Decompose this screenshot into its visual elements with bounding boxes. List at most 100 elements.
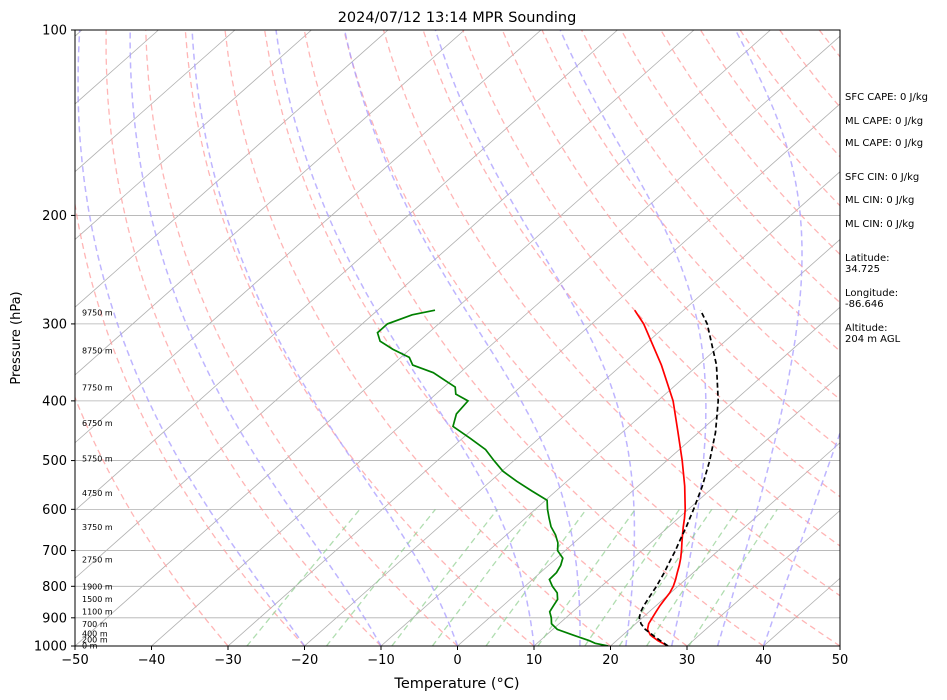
longitude-text: Longitude: -86.646 xyxy=(845,288,899,310)
x-axis-label: Temperature (°C) xyxy=(393,676,519,692)
x-tick-label: 20 xyxy=(602,653,619,668)
isotherm-line xyxy=(75,30,771,646)
x-tick-label: 10 xyxy=(526,653,543,668)
dry-adiabat-line xyxy=(75,395,229,646)
mixing-ratio-line xyxy=(391,508,498,646)
height-label: 9750 m xyxy=(82,308,113,317)
moist-adiabat-line xyxy=(559,30,707,646)
y-axis-label: Pressure (hPa) xyxy=(9,291,24,384)
moist-adiabat-line xyxy=(275,30,535,646)
height-label: 2750 m xyxy=(82,555,113,564)
tick-layer: −50 −40 −30 −20 −10 0 10 20 30 40 50 100 200 300 400 50… xyxy=(34,24,848,669)
y-tick-label: 300 xyxy=(42,317,67,332)
height-label: 5750 m xyxy=(82,454,113,463)
isotherm-line xyxy=(304,171,840,646)
x-tick-label: 50 xyxy=(832,653,849,668)
moist-adiabat-line xyxy=(191,30,459,646)
dry-adiabat-line xyxy=(303,30,764,646)
ml-cin-text-2: ML CIN: 0 J/kg xyxy=(845,219,915,230)
dry-adiabat-line xyxy=(938,30,947,646)
y-tick-label: 800 xyxy=(42,580,67,595)
isotherm-line xyxy=(533,374,840,646)
series-layer xyxy=(376,309,720,646)
isotherm-line xyxy=(380,238,840,646)
isotherm-line xyxy=(75,30,236,173)
x-tick-label: −40 xyxy=(138,653,165,668)
y-tick-label: 500 xyxy=(42,454,67,469)
y-tick-label: 900 xyxy=(42,611,67,626)
mixing-ratio-line xyxy=(688,508,778,646)
height-label: 7750 m xyxy=(82,383,113,392)
ml-cape-text-2: ML CAPE: 0 J/kg xyxy=(845,138,924,149)
sfc-cape-text: SFC CAPE: 0 J/kg xyxy=(845,92,928,103)
sfc-cin-text: SFC CIN: 0 J/kg xyxy=(845,172,920,183)
parcel-profile-line xyxy=(638,309,720,646)
mixing-ratio-line xyxy=(246,508,361,646)
dry-adiabat-line xyxy=(105,30,382,646)
height-label: 1500 m xyxy=(82,595,113,604)
height-label: 6750 m xyxy=(82,419,113,428)
isotherm-line xyxy=(151,35,840,646)
dry-adiabat-line xyxy=(184,30,535,646)
mixing-ratio-line xyxy=(431,508,537,646)
isotherm-line xyxy=(75,30,389,308)
isotherm-line xyxy=(610,442,840,646)
y-tick-label: 100 xyxy=(42,24,67,39)
dewpoint-profile-line xyxy=(376,309,609,646)
dry-adiabat-line xyxy=(382,30,840,597)
altitude-text: Altitude: 204 m AGL xyxy=(845,323,901,345)
height-label: 0 m xyxy=(82,642,98,651)
x-tick-label: −30 xyxy=(214,653,241,668)
y-tick-label: 1000 xyxy=(34,640,67,655)
mixing-ratio-line xyxy=(584,508,681,646)
height-label: 700 m xyxy=(82,620,108,629)
mixing-ratio-line xyxy=(618,508,713,646)
x-tick-label: −20 xyxy=(291,653,318,668)
height-label: 1100 m xyxy=(82,607,113,616)
dry-adiabat-line xyxy=(422,30,840,547)
x-tick-label: 30 xyxy=(679,653,696,668)
mixing-ratio-line xyxy=(485,508,587,646)
y-tick-label: 700 xyxy=(42,544,67,559)
dry-adiabat-line xyxy=(75,200,305,646)
isotherm-line xyxy=(0,30,5,646)
x-tick-label: −10 xyxy=(367,653,394,668)
y-tick-label: 400 xyxy=(42,394,67,409)
y-tick-label: 200 xyxy=(42,209,67,224)
ml-cin-text: ML CIN: 0 J/kg xyxy=(845,195,915,206)
chart-title: 2024/07/12 13:14 MPR Sounding xyxy=(338,10,577,26)
moist-adiabat-line xyxy=(434,30,636,646)
mixing-ratio-line xyxy=(537,508,636,646)
ml-cape-text: ML CAPE: 0 J/kg xyxy=(845,116,924,127)
height-label: 1900 m xyxy=(82,582,113,591)
temperature-profile-line xyxy=(633,309,687,646)
moist-adiabat-line xyxy=(129,30,382,646)
latitude-text: Latitude: 34.725 xyxy=(845,253,890,275)
dry-adiabat-line xyxy=(224,30,611,646)
mixing-ratio-line xyxy=(646,508,739,646)
mixing-ratio-line xyxy=(325,508,436,646)
dry-adiabat-line xyxy=(462,30,840,498)
height-label: 8750 m xyxy=(82,347,113,356)
isotherm-line xyxy=(686,509,840,646)
moist-adiabat-line xyxy=(716,30,803,646)
moist-adiabat-line xyxy=(343,30,581,646)
height-label: 3750 m xyxy=(82,523,113,532)
isotherm-line xyxy=(75,30,465,376)
dry-adiabat-line xyxy=(145,30,458,646)
isotherm-line xyxy=(75,30,618,512)
height-label: 400 m xyxy=(82,629,108,638)
height-label: 4750 m xyxy=(82,489,113,498)
isotherm-line xyxy=(227,103,840,646)
x-tick-label: 40 xyxy=(755,653,772,668)
height-label: 200 m xyxy=(82,636,108,645)
isotherm-line xyxy=(75,30,695,579)
y-tick-label: 600 xyxy=(42,503,67,518)
isotherm-line xyxy=(75,30,312,240)
moist-adiabat-line xyxy=(77,30,306,646)
x-tick-label: 0 xyxy=(453,653,461,668)
plot-frame xyxy=(74,29,841,647)
grid-layer xyxy=(0,30,947,646)
